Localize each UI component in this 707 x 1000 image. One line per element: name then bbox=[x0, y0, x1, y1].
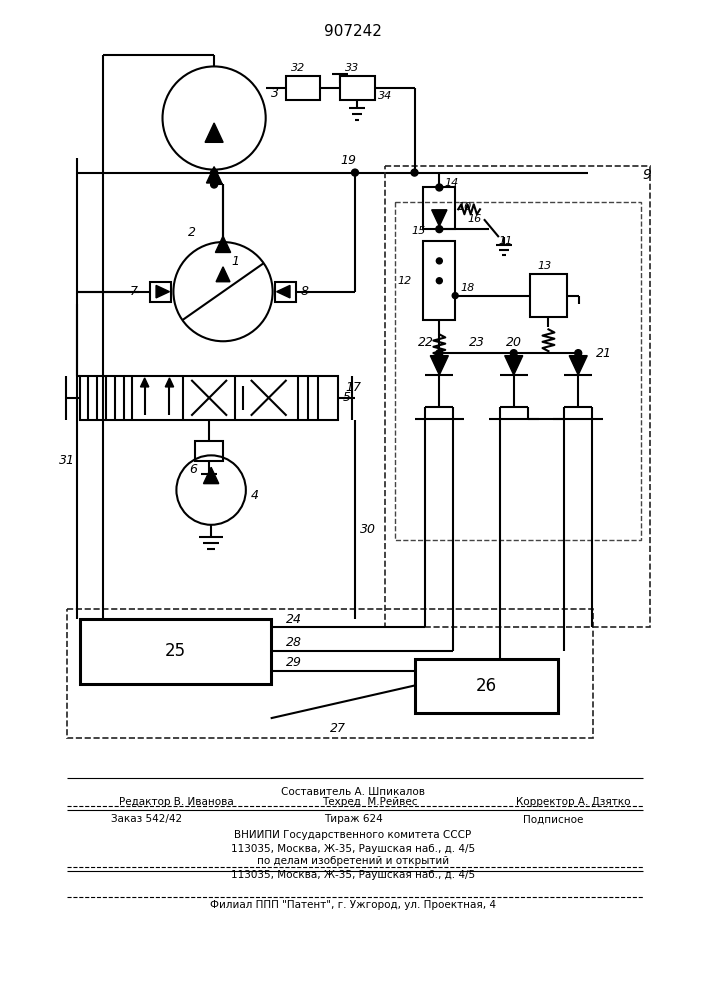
Text: 9: 9 bbox=[643, 168, 652, 182]
Text: 907242: 907242 bbox=[324, 24, 382, 39]
Circle shape bbox=[452, 293, 458, 299]
Text: 20: 20 bbox=[506, 336, 522, 349]
Circle shape bbox=[436, 184, 443, 191]
Text: 15: 15 bbox=[411, 226, 426, 236]
Polygon shape bbox=[216, 267, 230, 282]
Text: 22: 22 bbox=[418, 336, 433, 349]
Text: 24: 24 bbox=[286, 613, 302, 626]
Text: 2: 2 bbox=[188, 226, 197, 239]
Polygon shape bbox=[505, 356, 522, 375]
Polygon shape bbox=[206, 167, 222, 183]
Text: 113035, Москва, Ж-35, Раушская наб., д. 4/5: 113035, Москва, Ж-35, Раушская наб., д. … bbox=[231, 844, 475, 854]
Text: Заказ 542/42: Заказ 542/42 bbox=[111, 814, 182, 824]
Text: Тираж 624: Тираж 624 bbox=[324, 814, 382, 824]
Text: 27: 27 bbox=[330, 722, 346, 735]
Text: 11: 11 bbox=[499, 236, 513, 246]
Text: 21: 21 bbox=[596, 347, 612, 360]
Bar bbox=[423, 241, 455, 320]
Text: 12: 12 bbox=[397, 276, 411, 286]
Text: по делам изобретений и открытий: по делам изобретений и открытий bbox=[257, 856, 449, 866]
Text: 18: 18 bbox=[460, 283, 474, 293]
Text: Составитель А. Шпикалов: Составитель А. Шпикалов bbox=[281, 787, 425, 797]
Bar bbox=[195, 441, 223, 461]
Circle shape bbox=[411, 169, 418, 176]
Bar bbox=[67, 609, 593, 738]
Bar bbox=[385, 166, 650, 627]
Text: Редактор В. Иванова: Редактор В. Иванова bbox=[119, 797, 234, 807]
Polygon shape bbox=[569, 356, 588, 375]
Bar bbox=[286, 76, 320, 100]
Bar bbox=[414, 659, 559, 713]
Polygon shape bbox=[165, 378, 174, 387]
Text: 7: 7 bbox=[130, 285, 138, 298]
Text: 26: 26 bbox=[475, 677, 496, 695]
Text: 4: 4 bbox=[251, 489, 259, 502]
Text: 19: 19 bbox=[340, 154, 356, 167]
Circle shape bbox=[510, 350, 518, 357]
Text: 32: 32 bbox=[291, 63, 305, 73]
Text: 10: 10 bbox=[457, 202, 472, 212]
Polygon shape bbox=[205, 123, 223, 142]
Text: 34: 34 bbox=[378, 91, 392, 101]
Text: 25: 25 bbox=[165, 642, 186, 660]
Text: 5: 5 bbox=[343, 391, 351, 404]
Text: 29: 29 bbox=[286, 656, 302, 669]
Text: 31: 31 bbox=[59, 454, 76, 467]
Bar bbox=[274, 282, 296, 302]
Bar bbox=[80, 376, 338, 420]
Circle shape bbox=[351, 169, 358, 176]
Text: 30: 30 bbox=[360, 523, 376, 536]
Text: 1: 1 bbox=[231, 255, 239, 268]
Text: Корректор А. Дзятко: Корректор А. Дзятко bbox=[516, 797, 631, 807]
Circle shape bbox=[575, 350, 582, 357]
Circle shape bbox=[436, 258, 443, 264]
Bar bbox=[423, 187, 455, 229]
Circle shape bbox=[436, 226, 443, 233]
Polygon shape bbox=[156, 285, 170, 298]
Text: ВНИИПИ Государственного комитета СССР: ВНИИПИ Государственного комитета СССР bbox=[235, 830, 472, 840]
Polygon shape bbox=[216, 236, 230, 252]
Polygon shape bbox=[431, 356, 448, 375]
Bar bbox=[80, 619, 271, 684]
Polygon shape bbox=[141, 378, 148, 387]
Text: 113035, Москва, Ж-35, Раушская наб., д. 4/5: 113035, Москва, Ж-35, Раушская наб., д. … bbox=[231, 870, 475, 880]
Circle shape bbox=[211, 169, 218, 176]
Text: 23: 23 bbox=[469, 336, 485, 349]
Polygon shape bbox=[204, 467, 218, 484]
Text: Подписное: Подписное bbox=[523, 814, 583, 824]
Text: 8: 8 bbox=[300, 285, 308, 298]
Text: 3: 3 bbox=[271, 87, 279, 100]
Polygon shape bbox=[276, 285, 290, 298]
Text: 28: 28 bbox=[286, 636, 302, 649]
Circle shape bbox=[436, 278, 443, 284]
Bar bbox=[530, 274, 567, 317]
Circle shape bbox=[211, 181, 218, 188]
Text: 33: 33 bbox=[345, 63, 359, 73]
Bar bbox=[150, 282, 171, 302]
Text: 17: 17 bbox=[345, 381, 361, 394]
Text: 13: 13 bbox=[537, 261, 551, 271]
Text: 14: 14 bbox=[444, 178, 459, 188]
Bar bbox=[340, 76, 375, 100]
Text: 6: 6 bbox=[189, 463, 197, 476]
Circle shape bbox=[436, 350, 443, 357]
Bar bbox=[395, 202, 641, 540]
Polygon shape bbox=[432, 210, 447, 226]
Text: Техред  М.Рейвес: Техред М.Рейвес bbox=[322, 797, 418, 807]
Text: 16: 16 bbox=[467, 214, 481, 224]
Text: Филиал ППП "Патент", г. Ужгород, ул. Проектная, 4: Филиал ППП "Патент", г. Ужгород, ул. Про… bbox=[210, 900, 496, 910]
